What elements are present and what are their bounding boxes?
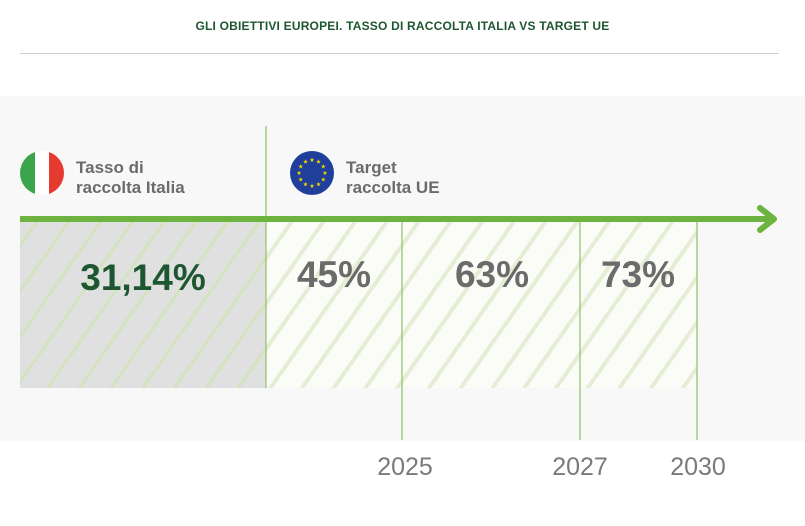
- eu-star: [320, 164, 326, 169]
- eu-star: [303, 181, 308, 187]
- eu-star: [322, 170, 328, 175]
- eu-star: [298, 177, 304, 182]
- year-label-2027: 2027: [552, 453, 608, 481]
- italy-label-line2: raccolta Italia: [76, 178, 185, 197]
- target-value-2027: 63%: [455, 254, 529, 295]
- timeline-arrow-head: [757, 205, 777, 233]
- eu-target-panel: [266, 222, 697, 388]
- eu-star: [303, 159, 308, 164]
- italy-label-line1: Tasso di: [76, 158, 144, 177]
- eu-star: [296, 170, 302, 175]
- target-value-2025: 45%: [297, 254, 371, 295]
- eu-flag-icon: [290, 151, 334, 195]
- chart-title: GLI OBIETTIVI EUROPEI. TASSO DI RACCOLTA…: [195, 19, 610, 33]
- title-divider: [20, 53, 779, 54]
- eu-star: [309, 157, 315, 162]
- eu-label-line1: Target: [346, 158, 397, 177]
- eu-star: [309, 183, 315, 188]
- italy-panel: [20, 222, 266, 388]
- eu-label-line2: raccolta UE: [346, 178, 440, 197]
- eu-star: [316, 181, 321, 187]
- italy-value: 31,14%: [80, 257, 206, 298]
- target-value-2030: 73%: [601, 254, 675, 295]
- year-label-2030: 2030: [670, 453, 726, 481]
- eu-star: [320, 177, 326, 182]
- italy-flag-icon: [20, 151, 64, 195]
- year-label-2025: 2025: [377, 453, 433, 481]
- eu-star: [298, 164, 304, 169]
- eu-star: [316, 159, 321, 164]
